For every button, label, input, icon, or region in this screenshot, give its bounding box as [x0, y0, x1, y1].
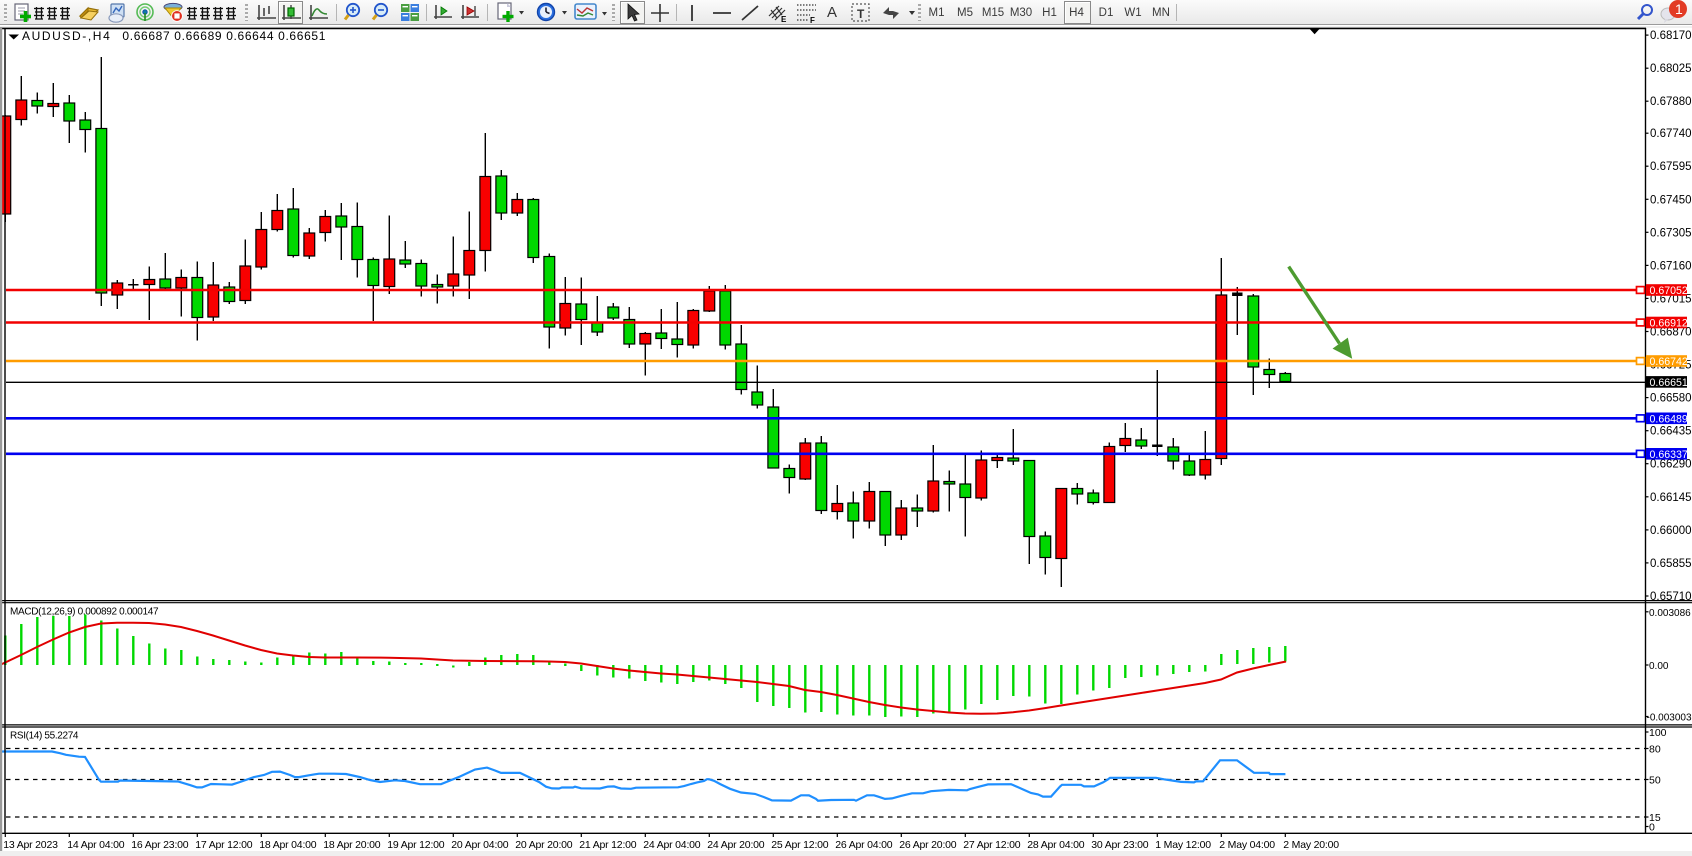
svg-text:0.67305: 0.67305 — [1650, 227, 1692, 239]
svg-text:0.66687 0.66689 0.66644 0.6665: 0.66687 0.66689 0.66644 0.66651 — [122, 29, 326, 43]
svg-text:17 Apr 12:00: 17 Apr 12:00 — [195, 839, 253, 851]
svg-text:0.66651: 0.66651 — [1650, 377, 1688, 389]
svg-text:50: 50 — [1649, 775, 1661, 787]
svg-text:0.66742: 0.66742 — [1650, 356, 1688, 368]
svg-text:MACD(12,26,9) 0.000892 0.00014: MACD(12,26,9) 0.000892 0.000147 — [10, 607, 159, 618]
svg-text:2 May 04:00: 2 May 04:00 — [1219, 839, 1275, 851]
svg-text:30 Apr 23:00: 30 Apr 23:00 — [1091, 839, 1149, 851]
svg-text:1 May 12:00: 1 May 12:00 — [1155, 839, 1211, 851]
svg-text:0.66145: 0.66145 — [1650, 492, 1692, 504]
svg-text:18 Apr 20:00: 18 Apr 20:00 — [323, 839, 381, 851]
svg-text:F: F — [810, 16, 815, 24]
svg-text:19 Apr 12:00: 19 Apr 12:00 — [387, 839, 445, 851]
svg-text:0.68170: 0.68170 — [1650, 30, 1692, 42]
svg-text:0.66489: 0.66489 — [1650, 413, 1688, 425]
svg-text:26 Apr 04:00: 26 Apr 04:00 — [835, 839, 893, 851]
svg-text:100: 100 — [1649, 727, 1667, 739]
svg-text:0.67880: 0.67880 — [1650, 96, 1692, 108]
svg-text:27 Apr 12:00: 27 Apr 12:00 — [963, 839, 1021, 851]
svg-text:0.68025: 0.68025 — [1650, 63, 1692, 75]
svg-text:0.66290: 0.66290 — [1650, 459, 1692, 471]
svg-text:20 Apr 20:00: 20 Apr 20:00 — [515, 839, 573, 851]
svg-text:0.66000: 0.66000 — [1650, 525, 1692, 537]
svg-text:13 Apr 2023: 13 Apr 2023 — [3, 839, 58, 851]
svg-text:26 Apr 20:00: 26 Apr 20:00 — [899, 839, 957, 851]
svg-text:0.65710: 0.65710 — [1650, 591, 1692, 603]
svg-text:RSI(14) 55.2274: RSI(14) 55.2274 — [10, 731, 79, 742]
svg-text:80: 80 — [1649, 744, 1661, 756]
svg-text:-0.003003: -0.003003 — [1647, 713, 1692, 724]
svg-text:24 Apr 04:00: 24 Apr 04:00 — [643, 839, 701, 851]
svg-text:0.67015: 0.67015 — [1650, 293, 1692, 305]
svg-text:0.67160: 0.67160 — [1650, 260, 1692, 272]
svg-text:0: 0 — [1649, 822, 1655, 834]
svg-text:0.66580: 0.66580 — [1650, 393, 1692, 405]
svg-text:0.66912: 0.66912 — [1650, 318, 1688, 330]
svg-text:0.67595: 0.67595 — [1650, 161, 1692, 173]
svg-text:0.66337: 0.66337 — [1650, 449, 1688, 461]
svg-text:0.65855: 0.65855 — [1650, 558, 1692, 570]
svg-text:AUDUSD-,H4: AUDUSD-,H4 — [22, 29, 111, 43]
svg-text:0.67740: 0.67740 — [1650, 128, 1692, 140]
svg-text:14 Apr 04:00: 14 Apr 04:00 — [67, 839, 125, 851]
svg-text:1: 1 — [1675, 1, 1683, 17]
svg-text:16 Apr 23:00: 16 Apr 23:00 — [131, 839, 189, 851]
svg-text:2 May 20:00: 2 May 20:00 — [1283, 839, 1339, 851]
svg-text:0.66435: 0.66435 — [1650, 426, 1692, 438]
svg-text:0.66870: 0.66870 — [1650, 327, 1692, 339]
svg-text:21 Apr 12:00: 21 Apr 12:00 — [579, 839, 637, 851]
svg-text:0.003086: 0.003086 — [1649, 608, 1691, 619]
svg-text:20 Apr 04:00: 20 Apr 04:00 — [451, 839, 509, 851]
svg-text:28 Apr 04:00: 28 Apr 04:00 — [1027, 839, 1085, 851]
svg-text:E: E — [781, 15, 787, 24]
svg-text:0.67052: 0.67052 — [1650, 285, 1688, 297]
svg-text:15: 15 — [1649, 812, 1661, 824]
svg-text:25 Apr 12:00: 25 Apr 12:00 — [771, 839, 829, 851]
svg-text:18 Apr 04:00: 18 Apr 04:00 — [259, 839, 317, 851]
svg-text:0.67450: 0.67450 — [1650, 194, 1692, 206]
svg-text:0.00: 0.00 — [1649, 661, 1669, 672]
svg-text:24 Apr 20:00: 24 Apr 20:00 — [707, 839, 765, 851]
svg-text:T: T — [857, 7, 865, 21]
